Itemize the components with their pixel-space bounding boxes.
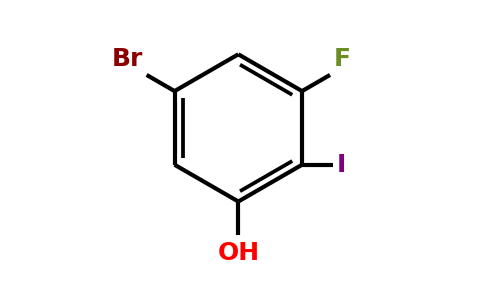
Text: Br: Br (111, 47, 143, 71)
Text: OH: OH (217, 241, 259, 265)
Text: F: F (334, 47, 351, 71)
Text: I: I (337, 153, 346, 177)
